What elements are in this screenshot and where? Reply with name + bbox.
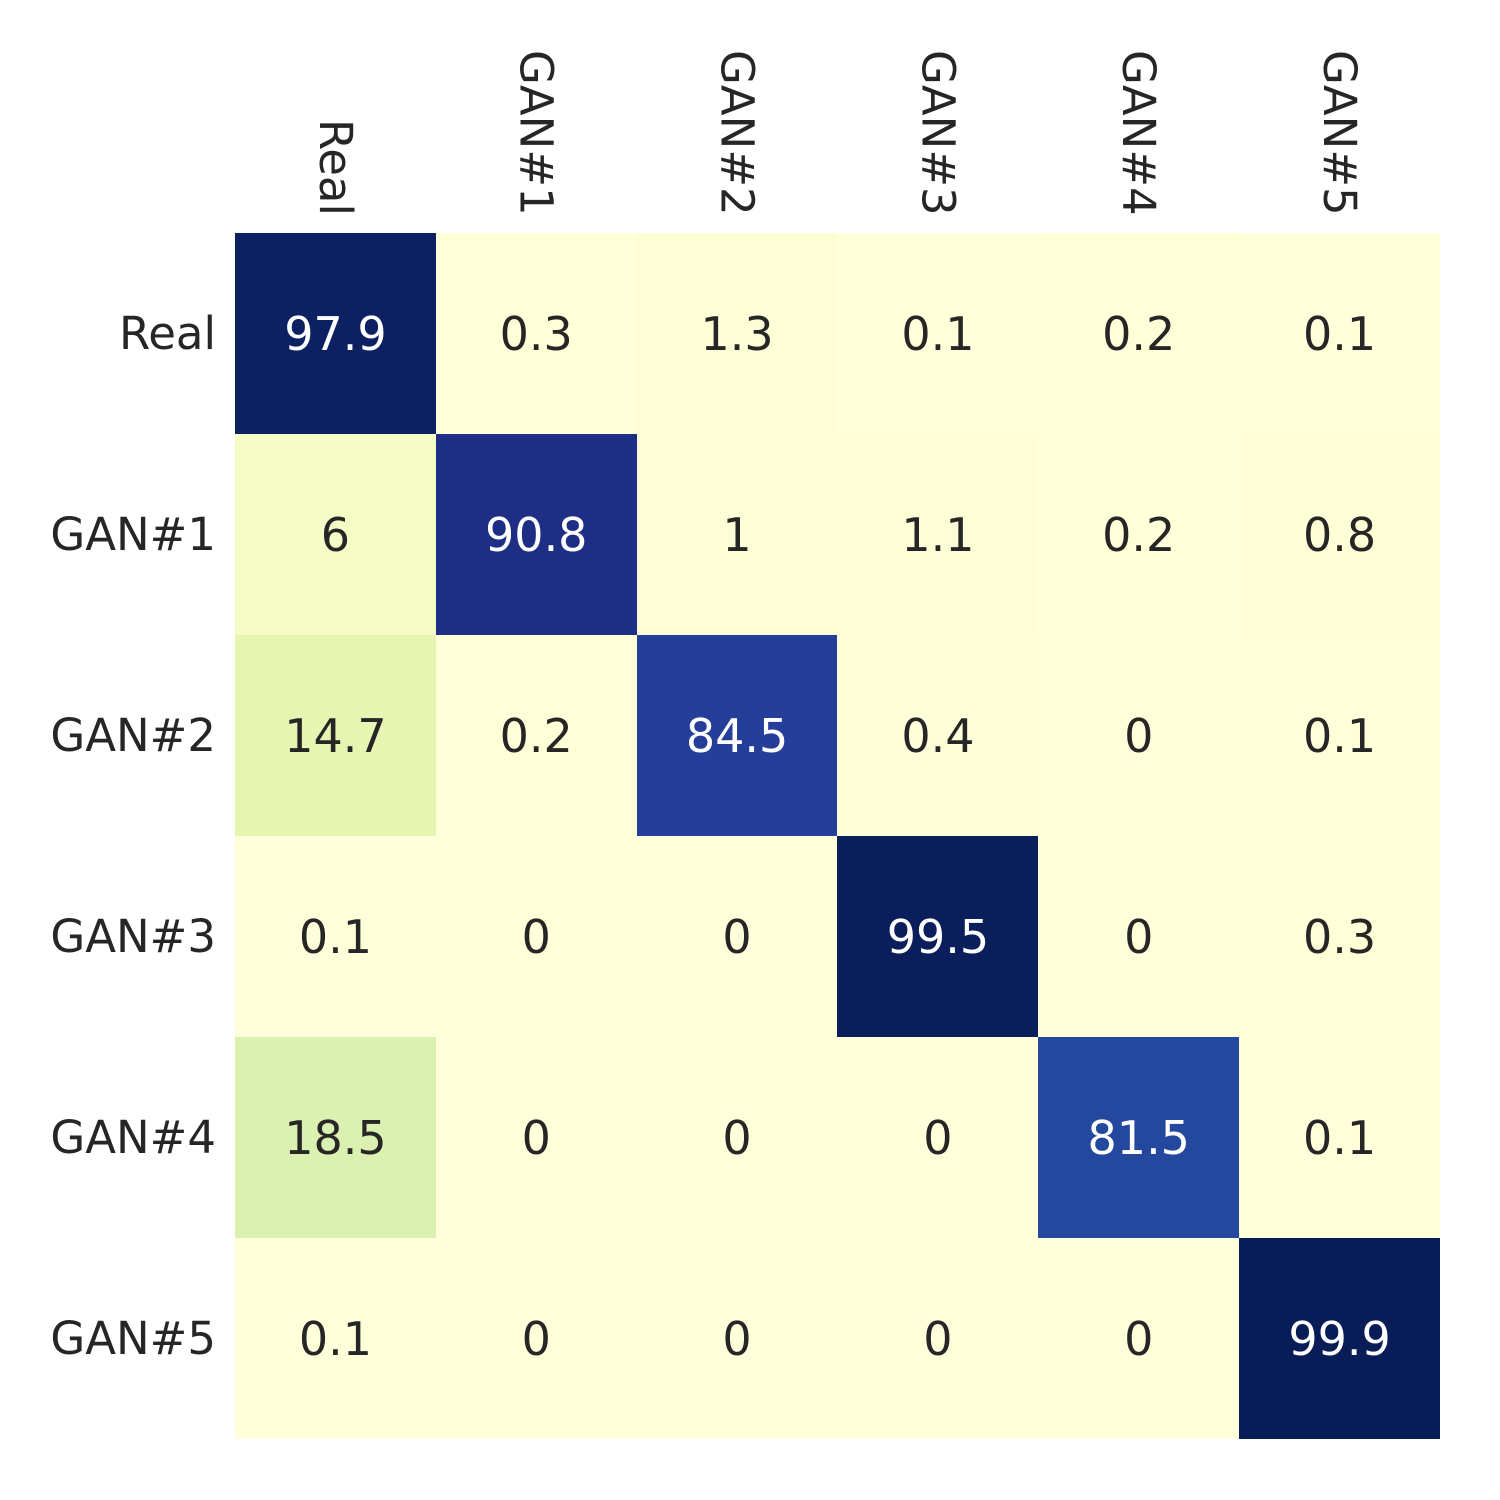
heatmap-cell: 1.1: [837, 434, 1039, 635]
col-label-gan-2: GAN#2: [637, 0, 838, 216]
heatmap-cell: 0.1: [1239, 233, 1440, 434]
col-label-gan-5: GAN#5: [1239, 0, 1440, 216]
cell-value: 0.2: [499, 708, 573, 763]
cell-value: 0: [1124, 708, 1154, 763]
cell-value: 0: [521, 1311, 551, 1366]
cell-value: 0: [1124, 1311, 1154, 1366]
heatmap-cell: 1.3: [636, 233, 838, 434]
heatmap-cell: 81.5: [1038, 1037, 1240, 1238]
col-label-text: GAN#1: [509, 50, 563, 216]
heatmap-cell: 0.1: [837, 233, 1039, 434]
cell-value: 0.1: [1302, 708, 1377, 763]
cell-value: 6: [320, 507, 351, 562]
cell-value: 0.8: [1302, 507, 1377, 562]
heatmap-cell: 14.7: [235, 635, 436, 836]
col-label-gan-4: GAN#4: [1038, 0, 1239, 216]
heatmap-cell: 97.9: [235, 233, 436, 434]
cell-value: 90.8: [485, 507, 588, 562]
row-tick-labels: Real GAN#1 GAN#2 GAN#3 GAN#4 GAN#5: [0, 233, 216, 1439]
cell-value: 0.2: [1102, 507, 1176, 562]
cell-value: 0: [923, 1311, 953, 1366]
heatmap-cell: 1: [636, 434, 838, 635]
col-label-text: Real: [308, 118, 362, 216]
heatmap-cell: 0: [1038, 1238, 1240, 1439]
cell-value: 0: [521, 1110, 551, 1165]
heatmap-cell: 0: [837, 1037, 1039, 1238]
heatmap-cell: 0.4: [837, 635, 1039, 836]
heatmap-cell: 0.1: [235, 836, 436, 1037]
row-label-gan-4: GAN#4: [50, 1111, 216, 1164]
heatmap-cell: 0.2: [1038, 434, 1240, 635]
heatmap-cell: 0.1: [235, 1238, 436, 1439]
cell-value: 0.1: [298, 909, 372, 964]
cell-value: 0.1: [901, 306, 975, 361]
row-label-gan-2: GAN#2: [50, 709, 216, 762]
heatmap-cell: 0.8: [1239, 434, 1440, 635]
cell-value: 0: [722, 1110, 752, 1165]
cell-value: 0.3: [1302, 909, 1377, 964]
cell-value: 0: [1124, 909, 1154, 964]
cell-value: 14.7: [284, 708, 387, 763]
heatmap-cell: 0: [837, 1238, 1039, 1439]
cell-value: 1.3: [700, 306, 774, 361]
cell-value: 0.3: [499, 306, 573, 361]
col-label-gan-3: GAN#3: [837, 0, 1038, 216]
row-label-real: Real: [118, 307, 216, 360]
heatmap-cell: 0: [1038, 635, 1240, 836]
col-label-text: GAN#3: [911, 50, 965, 216]
cell-value: 1: [722, 507, 752, 562]
cell-value: 81.5: [1087, 1110, 1190, 1165]
col-label-text: GAN#2: [710, 50, 764, 216]
heatmap-cell: 0: [435, 1037, 637, 1238]
heatmap-grid: 97.9 0.3 1.3 0.1 0.2 0.1 6 90.8 1 1.1 0.2 0.8 14.7 0.…: [235, 233, 1440, 1439]
cell-value: 99.5: [886, 909, 990, 964]
col-label-gan-1: GAN#1: [436, 0, 637, 216]
col-label-text: GAN#5: [1313, 50, 1367, 216]
col-label-real: Real: [235, 0, 436, 216]
heatmap-cell: 0.3: [1239, 836, 1440, 1037]
cell-value: 0: [722, 1311, 752, 1366]
cell-value: 0: [923, 1110, 953, 1165]
heatmap-cell: 0.2: [435, 635, 637, 836]
heatmap-cell: 18.5: [235, 1037, 436, 1238]
column-tick-labels: Real GAN#1 GAN#2 GAN#3 GAN#4 GAN#5: [235, 0, 1440, 216]
col-label-text: GAN#4: [1112, 50, 1166, 216]
heatmap-cell: 0: [636, 1238, 838, 1439]
heatmap-cell: 0: [636, 1037, 838, 1238]
heatmap-cell: 0.3: [435, 233, 637, 434]
heatmap-cell: 0.1: [1239, 1037, 1440, 1238]
heatmap-cell: 0: [1038, 836, 1240, 1037]
cell-value: 0.1: [298, 1311, 372, 1366]
cell-value: 0: [521, 909, 551, 964]
heatmap-cell: 6: [235, 434, 436, 635]
cell-value: 99.9: [1288, 1311, 1391, 1366]
heatmap-cell: 0: [435, 836, 637, 1037]
heatmap-cell: 0.1: [1239, 635, 1440, 836]
cell-value: 0.4: [901, 708, 975, 763]
cell-value: 84.5: [685, 708, 789, 763]
cell-value: 97.9: [284, 306, 387, 361]
cell-value: 0.1: [1302, 1110, 1377, 1165]
row-label-gan-1: GAN#1: [50, 508, 216, 561]
row-label-gan-5: GAN#5: [50, 1312, 216, 1365]
heatmap-cell: 99.9: [1239, 1238, 1440, 1439]
heatmap-cell: 84.5: [636, 635, 838, 836]
heatmap-cell: 0: [435, 1238, 637, 1439]
heatmap-cell: 99.5: [837, 836, 1039, 1037]
cell-value: 1.1: [901, 507, 975, 562]
cell-value: 18.5: [284, 1110, 387, 1165]
heatmap-cell: 0: [636, 836, 838, 1037]
cell-value: 0.2: [1102, 306, 1176, 361]
cell-value: 0.1: [1302, 306, 1377, 361]
heatmap-cell: 0.2: [1038, 233, 1240, 434]
row-label-gan-3: GAN#3: [50, 910, 216, 963]
cell-value: 0: [722, 909, 752, 964]
heatmap-cell: 90.8: [435, 434, 637, 635]
